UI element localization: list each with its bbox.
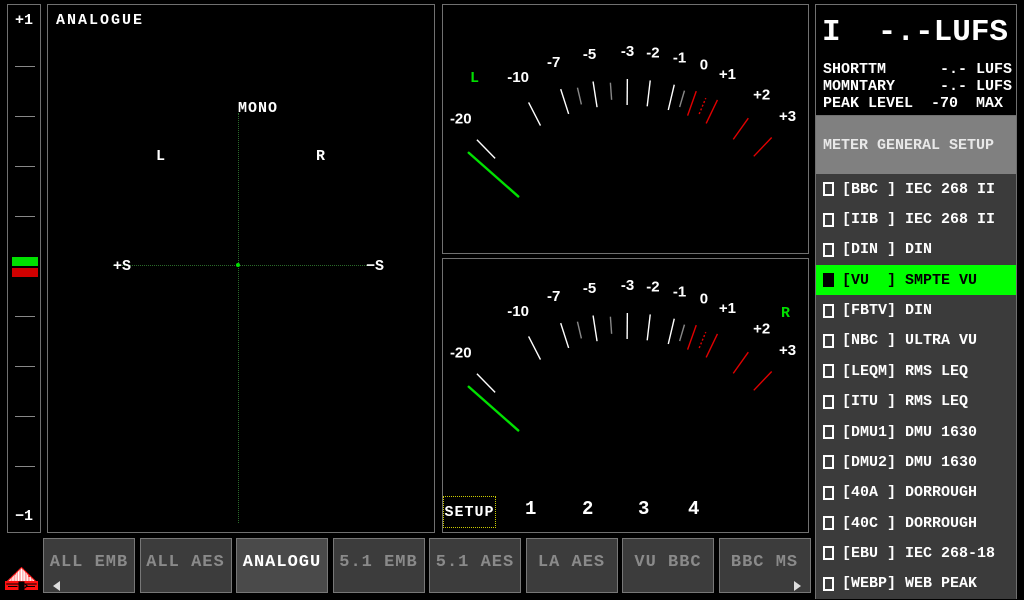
svg-text:-10: -10 xyxy=(507,303,529,320)
svg-text:-5: -5 xyxy=(583,280,596,297)
svg-text:-5: -5 xyxy=(583,46,596,63)
svg-text:-7: -7 xyxy=(547,288,560,305)
svg-text:-2: -2 xyxy=(646,45,659,62)
svg-text:+1: +1 xyxy=(719,300,736,317)
svg-text:0: 0 xyxy=(700,290,708,307)
svg-text:-1: -1 xyxy=(673,283,686,300)
svg-text:0: 0 xyxy=(700,56,708,73)
svg-text:-20: -20 xyxy=(450,110,472,127)
svg-text:+3: +3 xyxy=(779,342,796,359)
svg-text:-7: -7 xyxy=(547,54,560,71)
svg-text:+1: +1 xyxy=(719,66,736,83)
svg-text:+2: +2 xyxy=(753,320,770,337)
svg-text:-3: -3 xyxy=(621,277,634,294)
svg-text:-10: -10 xyxy=(507,69,529,86)
svg-text:-20: -20 xyxy=(450,344,472,361)
svg-text:-3: -3 xyxy=(621,43,634,60)
svg-text:-2: -2 xyxy=(646,279,659,296)
svg-text:+2: +2 xyxy=(753,86,770,103)
svg-text:+3: +3 xyxy=(779,108,796,125)
svg-text:-1: -1 xyxy=(673,49,686,66)
